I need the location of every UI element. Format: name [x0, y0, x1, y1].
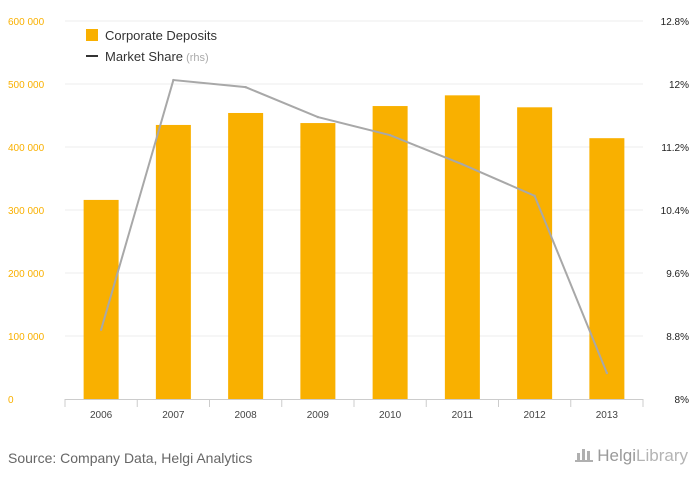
x-tick-label: 2012: [524, 410, 547, 421]
y-right-tick-label: 10.4%: [661, 206, 689, 217]
legend: Corporate Deposits Market Share (rhs): [86, 28, 217, 64]
market-share-line: [100, 78, 608, 374]
y-right-tick-label: 11.2%: [661, 143, 689, 154]
y-right-tick-label: 8.8%: [666, 332, 689, 343]
chart: 0 100 000 200 000 300 000 400 000 500 000 600 …: [8, 17, 689, 421]
x-tick-label: 2013: [596, 410, 619, 421]
logo-text-main: Helgi: [597, 446, 637, 465]
legend-label-bar: Corporate Deposits: [105, 28, 217, 43]
bar: [155, 124, 191, 399]
library-icon: [575, 446, 594, 462]
y-left-tick-label: 0: [8, 395, 14, 406]
axes: 0 100 000 200 000 300 000 400 000 500 000 600 …: [8, 17, 689, 421]
bar-series: [83, 95, 625, 400]
bar: [372, 106, 408, 400]
footer: Source: Company Data, Helgi Analytics He…: [0, 432, 700, 483]
bar: [444, 95, 480, 399]
y-right-tick-label: 9.6%: [666, 269, 689, 280]
helgi-library-logo[interactable]: HelgiLibrary: [575, 446, 688, 466]
line-point: [533, 194, 536, 198]
line-point: [99, 328, 103, 331]
x-tick-label: 2008: [235, 410, 258, 421]
y-left-tick-label: 100 000: [8, 332, 45, 343]
y-left-tick-label: 400 000: [8, 143, 45, 154]
source-note: Source: Company Data, Helgi Analytics: [8, 450, 253, 466]
line-series: [99, 78, 609, 375]
y-left-tick-label: 600 000: [8, 17, 45, 28]
line-point: [388, 133, 392, 137]
x-tick-label: 2009: [307, 410, 330, 421]
y-left-tick-label: 500 000: [8, 80, 45, 91]
gridlines: [65, 20, 643, 337]
line-point: [461, 163, 464, 166]
legend-label-line: Market Share (rhs): [105, 49, 209, 64]
bar: [83, 199, 119, 399]
bar: [228, 112, 264, 399]
y-left-tick-label: 200 000: [8, 269, 45, 280]
bar: [300, 123, 336, 399]
y-right-tick-label: 12%: [669, 80, 689, 91]
x-tick-label: 2006: [90, 410, 113, 421]
line-point: [244, 85, 247, 89]
logo-text-sub: Library: [636, 446, 688, 465]
y-left-tick-label: 300 000: [8, 206, 45, 217]
x-tick-label: 2010: [379, 410, 402, 421]
bar: [589, 138, 625, 399]
y-right-tick-label: 8%: [675, 395, 690, 406]
legend-label-line-text: Market Share: [105, 49, 183, 64]
line-point: [172, 78, 175, 82]
legend-label-line-suffix: (rhs): [183, 52, 209, 64]
bar: [517, 107, 553, 399]
y-right-tick-label: 12.8%: [661, 17, 689, 28]
x-tick-label: 2011: [452, 410, 474, 421]
x-tick-label: 2007: [162, 410, 185, 421]
legend-swatch-bar: [86, 29, 98, 41]
line-point: [316, 115, 320, 119]
line-point: [605, 371, 609, 375]
